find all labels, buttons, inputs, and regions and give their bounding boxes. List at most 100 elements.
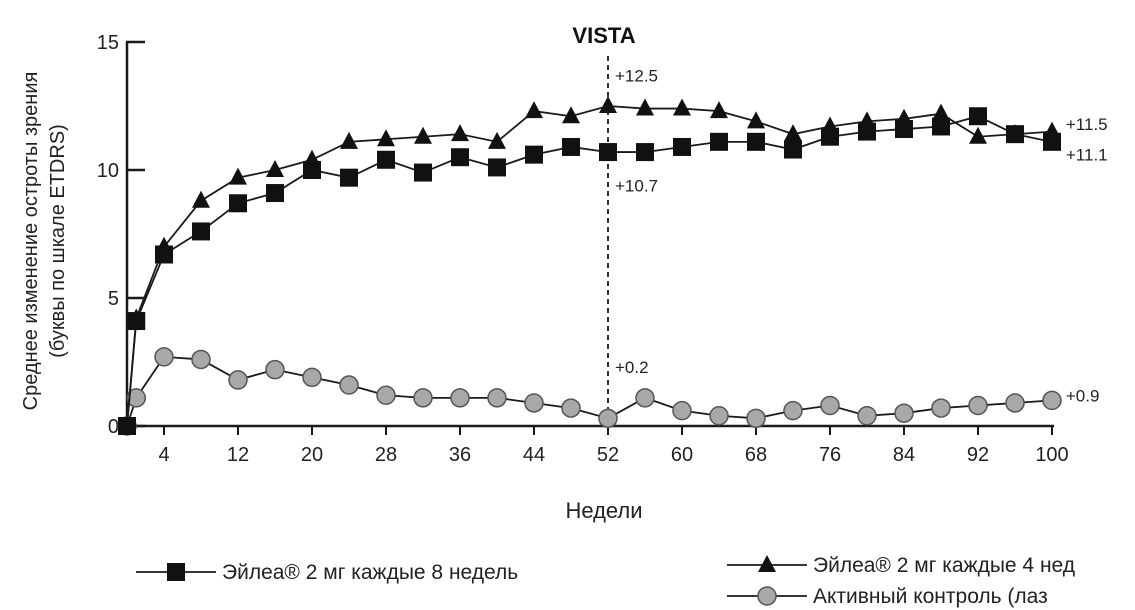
point-circle-16 [672, 400, 692, 421]
data-label-5: +0.9 [1066, 386, 1100, 405]
point-circle-17 [709, 406, 729, 426]
series-line-square [126, 115, 1053, 427]
point-square-24 [969, 107, 987, 126]
series-line-triangle [126, 105, 1053, 427]
point-circle-6 [302, 367, 322, 388]
x-tick-label-9: 76 [819, 444, 841, 466]
point-circle-15 [635, 388, 655, 408]
x-tick-label-3: 28 [375, 444, 397, 466]
point-circle-20 [820, 395, 840, 416]
x-tick-label-8: 68 [745, 444, 767, 466]
point-triangle-23 [932, 103, 950, 121]
y-axis-label-line1: Среднее изменение остроты зрения [20, 72, 42, 411]
point-circle-8 [376, 385, 396, 406]
point-triangle-7 [340, 131, 358, 149]
point-square-11 [488, 158, 506, 177]
legend: Эйлеа® 2 мг каждые 8 недель Эйлеа® 2 мг к… [136, 554, 1075, 608]
point-triangle-14 [599, 96, 617, 113]
y-tick-label-2: 10 [97, 160, 119, 182]
point-triangle-13 [562, 106, 580, 124]
point-square-2 [155, 245, 173, 264]
point-square-22 [895, 120, 913, 139]
series-circle [117, 347, 1062, 436]
legend-label-2: Активный контроль (лаз [813, 585, 1048, 608]
point-triangle-15 [636, 98, 654, 116]
series-square [118, 107, 1061, 435]
y-tick-label-1: 5 [108, 288, 119, 310]
series-triangle [118, 96, 1061, 433]
point-square-25 [1006, 125, 1024, 144]
point-triangle-18 [747, 111, 765, 129]
point-circle-2 [154, 347, 174, 367]
legend-label-0: Эйлеа® 2 мг каждые 8 недель [222, 561, 518, 584]
point-square-10 [451, 148, 469, 167]
legend-marker-0 [167, 563, 185, 581]
x-tick-label-2: 20 [301, 444, 323, 466]
point-square-23 [932, 117, 950, 136]
point-circle-1 [126, 388, 146, 408]
point-circle-26 [1042, 390, 1062, 411]
point-square-1 [127, 312, 146, 331]
point-triangle-12 [525, 101, 543, 119]
x-tick-label-10: 84 [893, 444, 915, 466]
point-square-20 [821, 127, 839, 146]
point-triangle-24 [969, 126, 987, 144]
point-square-26 [1043, 132, 1061, 151]
point-triangle-3 [192, 190, 210, 208]
point-triangle-11 [488, 131, 506, 149]
point-square-13 [562, 137, 580, 156]
x-tick-label-11: 92 [967, 444, 989, 466]
point-circle-19 [783, 400, 803, 421]
point-circle-12 [524, 393, 544, 413]
point-triangle-5 [266, 160, 284, 177]
point-circle-5 [265, 359, 285, 380]
point-square-14 [599, 143, 617, 162]
x-tick-label-5: 44 [523, 444, 545, 466]
point-circle-25 [1005, 393, 1025, 413]
axes: 0 5 10 15 4 12 20 28 36 44 52 60 68 76 84 92 100 [97, 32, 1069, 466]
point-square-5 [266, 184, 284, 203]
point-circle-3 [191, 349, 211, 370]
point-square-7 [340, 168, 358, 187]
data-label-2: +0.2 [615, 358, 649, 377]
x-tick-label-7: 60 [671, 444, 693, 466]
x-tick-label-6: 52 [597, 444, 619, 466]
point-square-19 [784, 140, 802, 159]
y-tick-label-3: 15 [97, 32, 119, 54]
legend-marker-1 [758, 555, 776, 572]
point-square-15 [636, 143, 654, 162]
point-square-12 [525, 145, 543, 164]
point-circle-11 [487, 388, 507, 408]
point-circle-21 [857, 406, 877, 426]
x-tick-label-4: 36 [449, 444, 471, 466]
point-triangle-4 [229, 167, 247, 185]
data-label-0: +12.5 [615, 66, 658, 85]
point-circle-9 [413, 388, 433, 408]
point-circle-13 [561, 398, 581, 418]
point-triangle-19 [784, 124, 802, 142]
point-circle-22 [894, 403, 914, 423]
point-triangle-9 [414, 126, 432, 144]
point-square-8 [377, 150, 395, 169]
legend-marker-2 [757, 586, 777, 606]
point-triangle-17 [710, 101, 728, 119]
point-triangle-8 [377, 129, 395, 147]
data-label-3: +11.5 [1066, 115, 1108, 134]
y-axis-label-line2: (буквы по шкале ETDRS) [47, 124, 69, 358]
point-square-17 [710, 132, 728, 151]
point-square-4 [229, 194, 247, 213]
x-tick-label-1: 12 [227, 444, 249, 466]
point-square-0 [118, 417, 136, 435]
point-square-9 [414, 163, 432, 182]
point-circle-14 [598, 408, 618, 429]
annotation-layer: +12.5 +10.7 +0.2 +11.5 +11.1 +0.9 [615, 66, 1108, 405]
point-circle-7 [339, 375, 359, 395]
point-triangle-16 [673, 98, 691, 116]
point-square-16 [673, 137, 691, 156]
point-circle-23 [931, 398, 951, 418]
x-tick-label-12: 100 [1035, 444, 1068, 466]
point-circle-4 [228, 370, 248, 390]
point-circle-18 [746, 408, 766, 429]
y-tick-label-0: 0 [108, 416, 119, 438]
